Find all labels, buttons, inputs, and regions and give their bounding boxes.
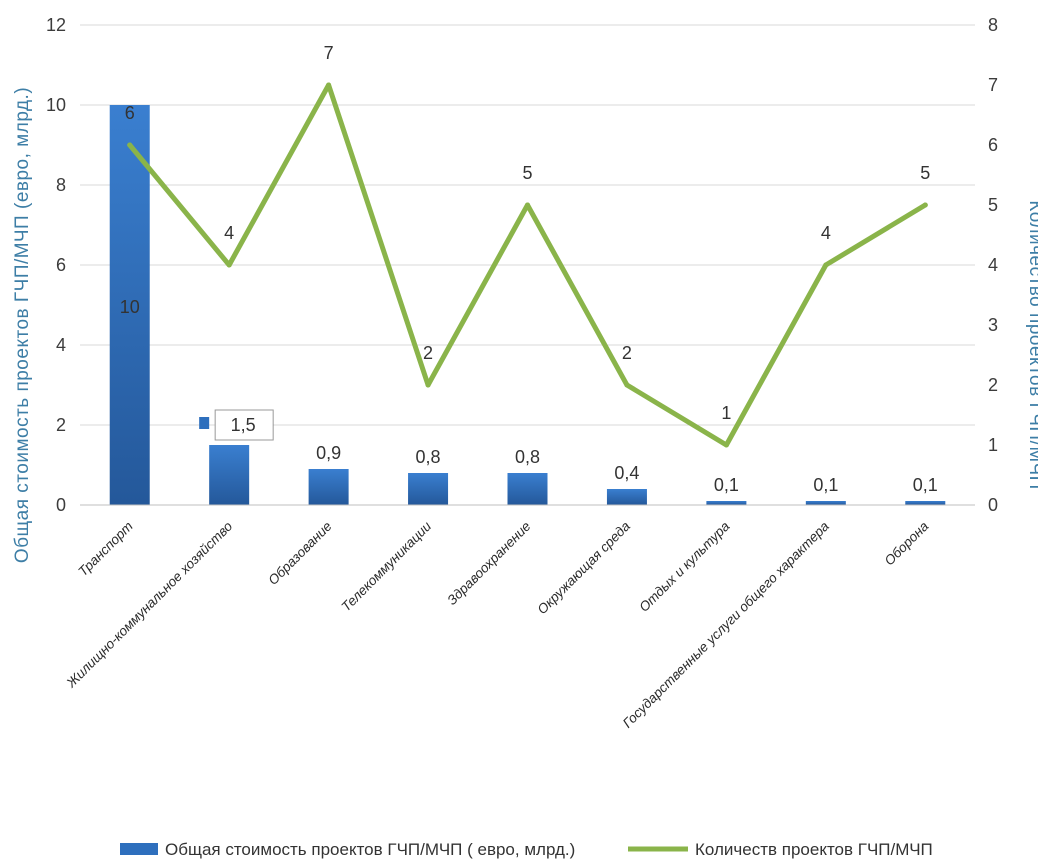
y2-tick-label: 2	[988, 375, 998, 395]
bar-label-box	[214, 409, 274, 441]
line-point	[723, 442, 729, 448]
y-tick-label: 6	[56, 255, 66, 275]
line-point	[425, 382, 431, 388]
bar-series	[109, 105, 946, 505]
bar	[606, 489, 647, 505]
bar-data-label: 10	[120, 297, 140, 317]
y-tick-label: 12	[46, 15, 66, 35]
y-tick-label: 4	[56, 335, 66, 355]
line-point	[624, 382, 630, 388]
y2-tick-label: 7	[988, 75, 998, 95]
x-category-label: Жилищно-коммунальное хозяйство	[63, 518, 236, 691]
bar-data-label: 0,8	[515, 447, 540, 467]
line-data-label: 6	[125, 103, 135, 123]
y2-tick-label: 5	[988, 195, 998, 215]
bar	[408, 473, 449, 505]
x-category-label: Здравоохранение	[444, 519, 533, 608]
data-labels: 10 1,5 0,9 0,8 0,8 0,4 0,1 0,1 0,1 6 4 7 2 5 2 1 4 5	[120, 43, 938, 495]
y2-tick-label: 6	[988, 135, 998, 155]
line-data-label: 2	[423, 343, 433, 363]
x-category-label: Государственные услуги общего характера	[620, 518, 833, 731]
line-data-label: 1	[721, 403, 731, 423]
x-category-label: Отдых и культура	[636, 518, 733, 615]
line-point	[823, 262, 829, 268]
axes: 024681012012345678ТранспортЖилищно-комму…	[46, 15, 998, 731]
y-axis-title: Общая стоимость проектов ГЧП/МЧП (евро, …	[12, 87, 33, 563]
y-tick-label: 2	[56, 415, 66, 435]
bar	[706, 501, 747, 505]
bar	[905, 501, 946, 505]
y-tick-label: 8	[56, 175, 66, 195]
bar-data-label: 0,1	[813, 475, 838, 495]
gridlines	[80, 24, 975, 506]
bar-data-label: 0,4	[614, 463, 639, 483]
line-point	[922, 202, 928, 208]
bar-data-label: 0,8	[416, 447, 441, 467]
line-point	[326, 82, 332, 88]
line-point	[525, 202, 530, 208]
line-data-label: 5	[920, 163, 930, 183]
y2-tick-label: 4	[988, 255, 998, 275]
bar-data-label: 0,9	[316, 443, 341, 463]
y2-axis-title: Количество проектов ГЧП/МЧП	[1025, 200, 1038, 490]
bar	[308, 469, 349, 505]
y-tick-label: 0	[56, 495, 66, 515]
line-point	[127, 142, 133, 148]
y2-tick-label: 0	[988, 495, 998, 515]
line-series	[127, 82, 928, 448]
legend: Общая стоимость проектов ГЧП/МЧП ( евро,…	[120, 840, 933, 859]
y-tick-label: 10	[46, 95, 66, 115]
bar-data-label: 0,1	[913, 475, 938, 495]
x-category-label: Телекоммуникации	[338, 518, 434, 614]
legend-bar-label: Общая стоимость проектов ГЧП/МЧП ( евро,…	[165, 840, 575, 859]
line-data-label: 7	[324, 43, 334, 63]
line-data-label: 5	[522, 163, 532, 183]
legend-line-label: Количеств проектов ГЧП/МЧП	[695, 840, 933, 859]
bar-data-label: 1,5	[231, 415, 256, 435]
line-data-label: 4	[821, 223, 831, 243]
bar	[805, 501, 846, 505]
x-category-label: Образование	[265, 519, 334, 588]
bar	[507, 473, 548, 505]
y2-tick-label: 1	[988, 435, 998, 455]
line-data-label: 2	[622, 343, 632, 363]
legend-bar-swatch	[120, 843, 158, 855]
bar	[109, 105, 150, 505]
y2-tick-label: 8	[988, 15, 998, 35]
bar	[209, 445, 250, 505]
line-data-label: 4	[224, 223, 234, 243]
line-point	[226, 262, 232, 268]
y2-tick-label: 3	[988, 315, 998, 335]
bar-label-key	[199, 417, 210, 429]
x-category-label: Окружающая среда	[534, 518, 633, 617]
x-category-label: Транспорт	[75, 519, 136, 580]
x-category-label: Оборона	[882, 518, 932, 568]
bar-data-label: 0,1	[714, 475, 739, 495]
